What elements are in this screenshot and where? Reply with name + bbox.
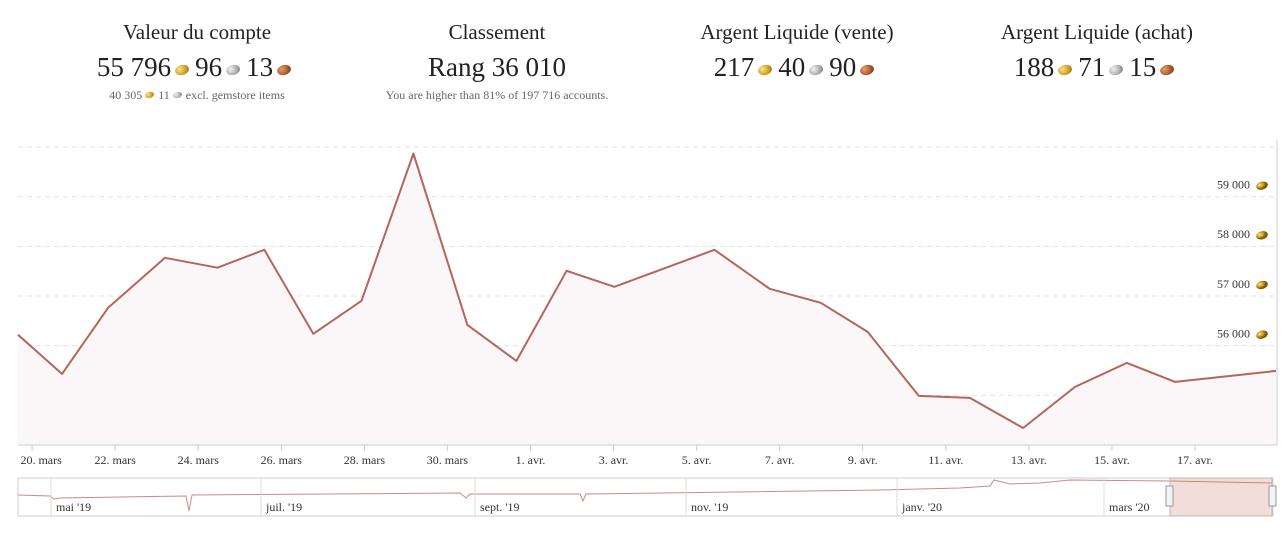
stat-liquid-sell: Argent Liquide (vente) 217 40 90	[647, 18, 947, 85]
navigator-label: mars '20	[1109, 500, 1150, 514]
gold: 188	[1013, 52, 1055, 82]
gold-coin	[1256, 330, 1268, 339]
silver: 96	[195, 52, 223, 82]
stat-value: 188 71 15	[947, 49, 1247, 85]
x-tick-label: 9. avr.	[848, 453, 878, 467]
stat-ranking: Classement Rang 36 010 You are higher th…	[347, 18, 647, 103]
stat-title: Classement	[448, 20, 546, 44]
gold: 55 796	[96, 52, 172, 82]
x-tick-label: 5. avr.	[682, 453, 712, 467]
navigator-label: mai '19	[56, 500, 91, 514]
x-tick-label: 7. avr.	[765, 453, 795, 467]
stat-note: You are higher than 81% of 197 716 accou…	[385, 88, 609, 102]
x-tick-label: 30. mars	[427, 453, 469, 467]
navigator-label: juil. '19	[265, 500, 302, 514]
x-tick-label: 13. avr.	[1011, 453, 1047, 467]
gold-coin	[1256, 181, 1268, 190]
y-tick-label: 59 000	[1217, 177, 1250, 191]
y-tick-label: 57 000	[1217, 277, 1250, 291]
gold-coin	[1256, 231, 1268, 240]
y-tick-label: 58 000	[1217, 227, 1250, 241]
stat-value: 55 796 96 13	[47, 49, 347, 85]
copper: 15	[1129, 52, 1157, 82]
stat-liquid-buy: Argent Liquide (achat) 188 71 15	[947, 18, 1247, 85]
note-silver: 11	[158, 88, 170, 102]
stat-account-value: Valeur du compte 55 796 96 13 40 305 11 excl…	[47, 18, 347, 103]
navigator-handle[interactable]	[1268, 485, 1277, 507]
stat-value: 217 40 90	[647, 49, 947, 85]
area	[18, 153, 1276, 445]
x-tick-label: 22. mars	[95, 453, 137, 467]
x-tick-label: 3. avr.	[599, 453, 629, 467]
note-text: excl. gemstore items	[185, 88, 285, 102]
navigator-frame	[17, 477, 1274, 517]
y-tick-label: 56 000	[1217, 326, 1250, 340]
silver: 71	[1078, 52, 1106, 82]
stat-note: 40 305 11 excl. gemstore items	[47, 88, 347, 103]
navigator: mars '20 janv. '20 nov. '19 sept. '19 juil. …	[17, 477, 1277, 517]
copper: 90	[829, 52, 857, 82]
navigator-handle[interactable]	[1165, 485, 1174, 507]
x-tick-label: 20. mars	[20, 453, 62, 467]
navigator-label: janv. '20	[901, 500, 942, 514]
gold-coin	[1256, 280, 1268, 290]
stat-title: Argent Liquide (vente)	[700, 20, 894, 44]
x-tick-label: 28. mars	[344, 453, 386, 467]
navigator-label: sept. '19	[480, 500, 520, 514]
line	[17, 152, 1277, 429]
navigator-label: nov. '19	[691, 500, 728, 514]
silver: 40	[778, 52, 806, 82]
navigator-selection[interactable]	[1169, 477, 1273, 517]
copper: 13	[246, 52, 274, 82]
x-tick-label: 1. avr.	[516, 453, 546, 467]
note-gold: 40 305	[109, 88, 143, 102]
stat-title: Argent Liquide (achat)	[1000, 20, 1194, 44]
x-tick-label: 11. avr.	[928, 453, 963, 467]
x-tick-label: 26. mars	[261, 453, 303, 467]
gold: 217	[713, 52, 755, 82]
stat-value: Rang 36 010	[428, 52, 566, 82]
x-tick-label: 24. mars	[178, 453, 220, 467]
stat-title: Valeur du compte	[122, 20, 272, 44]
x-tick-label: 15. avr.	[1094, 453, 1130, 467]
x-tick-label: 17. avr.	[1177, 453, 1213, 467]
navigator-line	[17, 479, 1273, 512]
